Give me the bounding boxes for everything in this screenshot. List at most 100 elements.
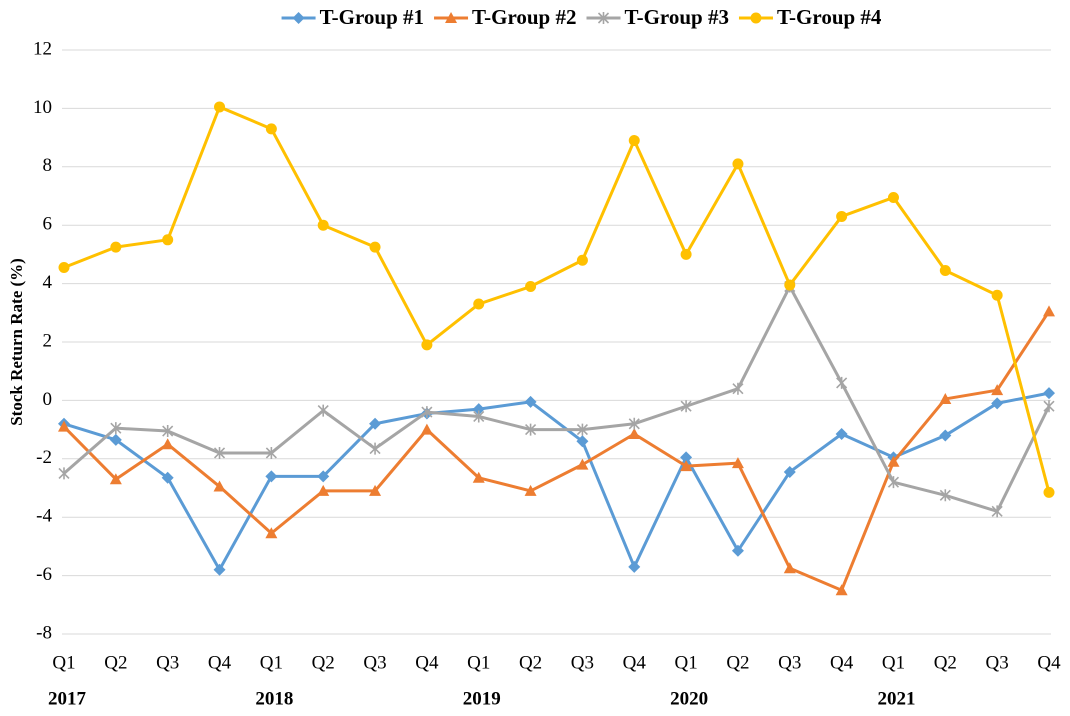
point xyxy=(369,442,381,455)
point xyxy=(369,484,382,496)
point xyxy=(161,471,174,484)
point xyxy=(110,241,122,253)
point xyxy=(473,410,485,423)
point xyxy=(58,467,70,480)
point xyxy=(525,423,537,436)
legend-marker xyxy=(292,12,305,24)
point xyxy=(939,264,951,276)
point xyxy=(783,465,796,478)
x-tick-label: Q2 xyxy=(934,652,957,673)
point xyxy=(731,457,744,469)
point xyxy=(58,420,70,432)
point xyxy=(576,435,589,448)
point xyxy=(421,406,433,419)
y-tick-label: -6 xyxy=(36,564,52,585)
x-tick-label: Q2 xyxy=(104,652,127,673)
point xyxy=(1043,486,1055,498)
point xyxy=(991,397,1004,410)
series-line xyxy=(63,285,1051,513)
point xyxy=(783,562,796,574)
y-tick-label: -8 xyxy=(36,622,52,643)
year-label: 2017 xyxy=(48,688,87,709)
point xyxy=(1043,400,1055,413)
point xyxy=(265,123,277,135)
point xyxy=(265,527,278,539)
x-tick-label: Q2 xyxy=(312,652,335,673)
legend-label: T-Group #1 xyxy=(320,5,424,29)
point xyxy=(109,433,122,446)
x-tick-label: Q1 xyxy=(52,652,75,673)
year-label: 2020 xyxy=(670,688,708,709)
point xyxy=(369,241,381,253)
x-tick-label: Q3 xyxy=(363,652,386,673)
x-tick-label: Q3 xyxy=(778,652,801,673)
y-tick-label: 10 xyxy=(33,97,52,118)
point xyxy=(939,429,952,442)
point xyxy=(576,254,588,266)
point xyxy=(317,470,330,483)
x-tick-label: Q2 xyxy=(519,652,542,673)
x-tick-label: Q3 xyxy=(156,652,179,673)
point xyxy=(58,262,70,274)
point xyxy=(317,404,329,417)
year-label: 2018 xyxy=(255,688,293,709)
point xyxy=(214,101,226,113)
point xyxy=(887,191,899,203)
point xyxy=(680,451,693,464)
series-line xyxy=(62,310,1051,592)
x-tick-label: Q1 xyxy=(882,652,905,673)
point xyxy=(109,473,122,485)
point xyxy=(524,484,537,496)
y-tick-label: 12 xyxy=(33,38,52,59)
legend: T-Group #1 T-Group #2 T-Group #3 T-Group #4 xyxy=(281,5,882,29)
point xyxy=(421,339,433,351)
point xyxy=(836,376,848,389)
legend-marker xyxy=(750,12,762,24)
point xyxy=(991,289,1003,301)
x-tick-label: Q4 xyxy=(623,652,647,673)
point xyxy=(680,248,692,260)
point xyxy=(939,392,952,404)
point xyxy=(731,544,744,557)
y-tick-label: -2 xyxy=(36,447,52,468)
point xyxy=(317,219,329,231)
point xyxy=(628,135,640,147)
point xyxy=(680,460,693,472)
point xyxy=(473,298,485,310)
x-tick-label: Q1 xyxy=(467,652,490,673)
y-tick-label: -4 xyxy=(36,506,52,527)
year-label: 2021 xyxy=(877,688,915,709)
point xyxy=(162,425,174,438)
point xyxy=(1043,305,1055,317)
point xyxy=(213,563,226,576)
point xyxy=(213,480,226,492)
point xyxy=(991,505,1003,518)
point xyxy=(784,279,796,291)
x-tick-label: Q4 xyxy=(1037,652,1061,673)
point xyxy=(265,470,278,483)
point xyxy=(317,484,330,496)
x-tick-label: Q1 xyxy=(674,652,697,673)
point xyxy=(162,234,174,246)
point xyxy=(835,427,848,440)
point xyxy=(887,476,900,489)
point xyxy=(628,560,641,573)
series-line xyxy=(63,105,1051,493)
point xyxy=(369,417,382,430)
y-tick-label: 6 xyxy=(43,214,53,235)
x-tick-label: Q4 xyxy=(830,652,854,673)
y-tick-label: 0 xyxy=(43,389,53,410)
point xyxy=(524,395,537,408)
point xyxy=(472,403,485,416)
y-axis-title: Stock Return Rate (%) xyxy=(7,258,26,426)
point xyxy=(576,458,589,470)
point xyxy=(836,210,848,222)
point xyxy=(265,446,277,459)
point xyxy=(732,158,744,170)
point xyxy=(732,382,744,395)
point xyxy=(628,427,641,439)
point xyxy=(110,422,122,435)
point xyxy=(628,417,640,430)
point xyxy=(525,281,537,293)
series-line xyxy=(63,391,1050,572)
